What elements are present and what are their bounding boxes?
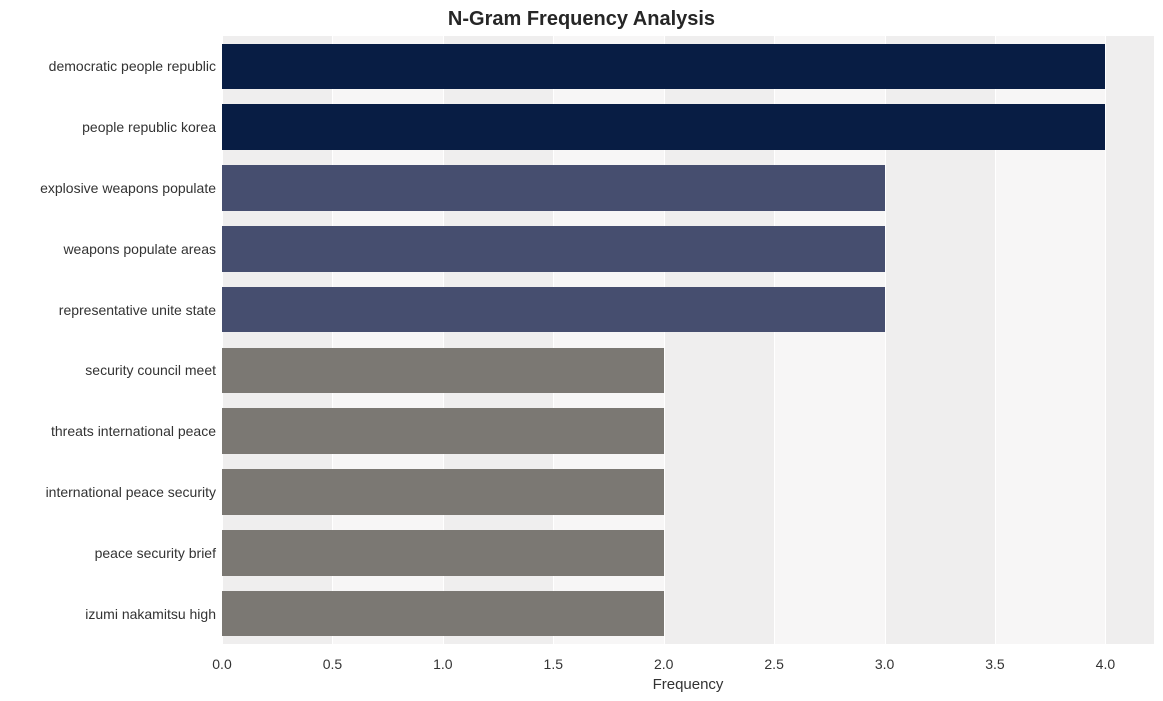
x-tick-label: 1.0 [433,656,452,672]
bar-row [222,469,1154,515]
y-tick-label: security council meet [85,362,216,378]
x-tick-label: 3.5 [985,656,1004,672]
bar [222,104,1105,150]
y-tick-label: peace security brief [95,545,216,561]
y-tick-label: izumi nakamitsu high [85,606,216,622]
bar [222,165,885,211]
bar-row [222,348,1154,394]
y-tick-label: explosive weapons populate [40,180,216,196]
bar [222,226,885,272]
bar [222,44,1105,90]
x-tick-label: 2.5 [764,656,783,672]
y-tick-label: people republic korea [82,119,216,135]
x-axis-label: Frequency [222,676,1154,693]
y-tick-label: democratic people republic [49,58,216,74]
bar [222,408,664,454]
bar [222,591,664,637]
x-tick-label: 0.5 [323,656,342,672]
bar-row [222,591,1154,637]
y-tick-label: representative unite state [59,302,216,318]
y-tick-label: threats international peace [51,423,216,439]
bar [222,530,664,576]
bar [222,287,885,333]
bar [222,469,664,515]
bar-row [222,104,1154,150]
plot-area [222,36,1154,644]
x-tick-label: 1.5 [544,656,563,672]
bar-row [222,287,1154,333]
chart-container: N-Gram Frequency Analysis 0.0 0.5 1.0 1.5 2.… [0,0,1163,701]
bar-row [222,165,1154,211]
bar-row [222,226,1154,272]
bar-row [222,44,1154,90]
x-tick-label: 0.0 [212,656,231,672]
x-tick-label: 4.0 [1096,656,1115,672]
x-tick-label: 3.0 [875,656,894,672]
bar-row [222,530,1154,576]
bar [222,348,664,394]
y-tick-label: international peace security [46,484,216,500]
y-tick-label: weapons populate areas [63,241,216,257]
chart-title: N-Gram Frequency Analysis [0,8,1163,31]
bar-row [222,408,1154,454]
x-tick-label: 2.0 [654,656,673,672]
